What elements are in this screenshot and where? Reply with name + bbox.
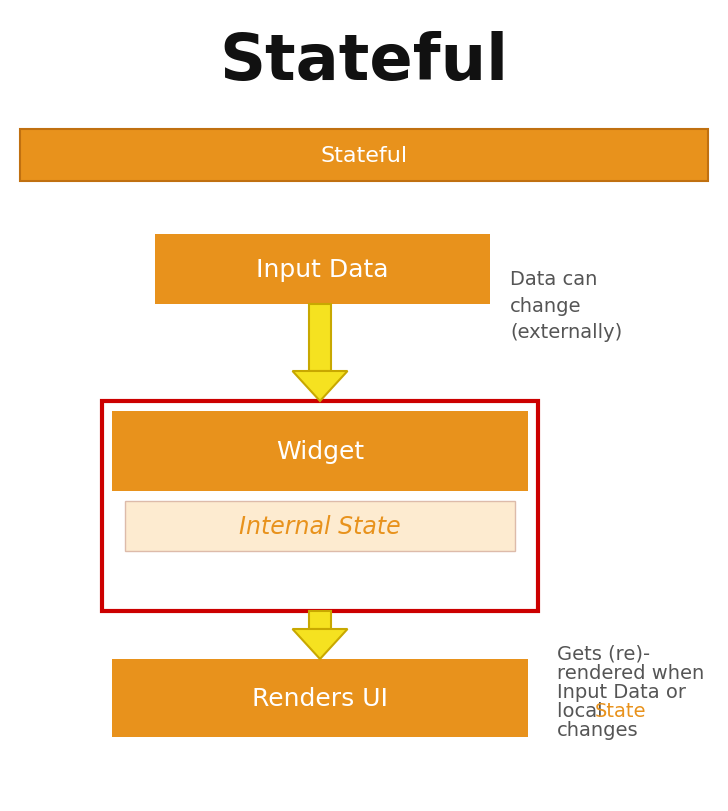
Text: Widget: Widget [276,440,364,463]
FancyBboxPatch shape [125,501,515,551]
Text: Input Data: Input Data [256,258,389,281]
Polygon shape [293,371,347,401]
Text: changes: changes [557,720,638,739]
FancyBboxPatch shape [102,401,538,611]
Text: rendered when: rendered when [557,663,704,682]
Polygon shape [293,629,347,659]
Text: Internal State: Internal State [240,514,401,539]
Text: Input Data or: Input Data or [557,682,686,702]
Text: State: State [595,702,646,720]
Text: Stateful: Stateful [320,146,408,165]
FancyBboxPatch shape [20,130,708,182]
Text: Gets (re)-: Gets (re)- [557,644,650,663]
Text: Stateful: Stateful [220,31,508,93]
FancyBboxPatch shape [112,411,528,491]
FancyBboxPatch shape [112,659,528,737]
Text: local: local [557,702,609,720]
FancyBboxPatch shape [155,234,490,305]
FancyBboxPatch shape [309,611,331,629]
Text: Renders UI: Renders UI [252,686,388,710]
FancyBboxPatch shape [309,305,331,371]
Text: Data can
change
(externally): Data can change (externally) [510,270,622,341]
